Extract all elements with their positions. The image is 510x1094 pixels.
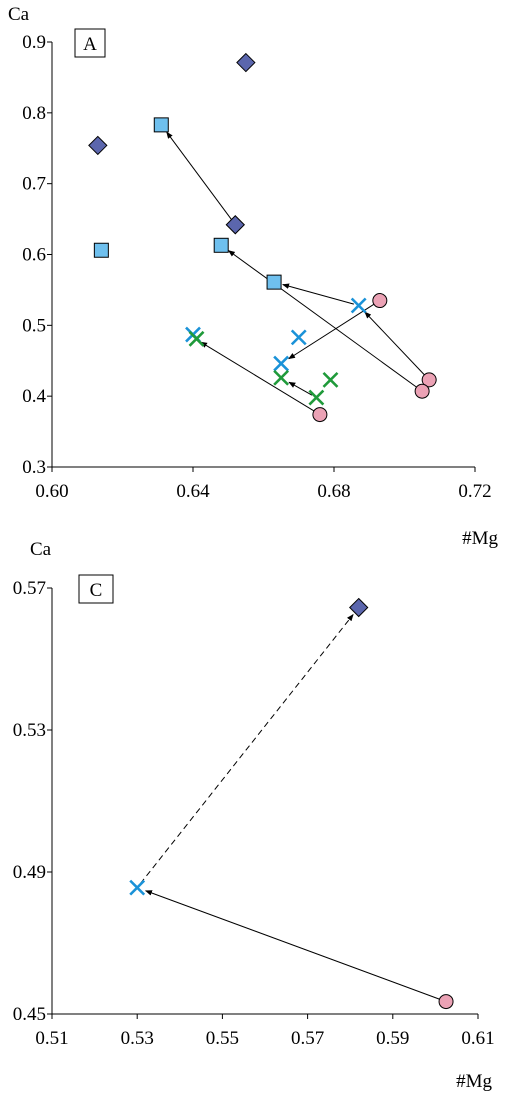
diamond-marker (349, 597, 369, 618)
arrow (288, 381, 313, 396)
arrows (166, 131, 427, 413)
x-axis-title: #Mg (456, 1071, 492, 1092)
circle-marker (421, 372, 437, 388)
circle-marker (312, 407, 328, 423)
diamond-marker (225, 215, 246, 235)
panel-a: Ca #Mg 0.3 0.4 0.5 0.6 0.7 0.8 0.9 0.60 0.64 0.68… (8, 4, 498, 549)
x-marker (290, 329, 307, 346)
x-marker (129, 879, 146, 896)
dashed-arrow (139, 614, 354, 885)
arrow (166, 131, 233, 222)
panel-label-text: A (83, 34, 97, 55)
x-marker (322, 371, 339, 388)
y-tick-label: 0.5 (22, 315, 46, 336)
x-marker (350, 297, 367, 314)
x-marker-stroke (290, 329, 307, 346)
square-marker (266, 274, 282, 290)
x-marker (188, 330, 205, 347)
x-tick-label: 0.60 (35, 481, 68, 502)
arrow (227, 250, 419, 389)
x-tick-label: 0.72 (458, 481, 491, 502)
x-tick-label: 0.64 (176, 481, 210, 502)
x-tick-label: 0.68 (317, 481, 350, 502)
panel-label-text: C (90, 580, 103, 601)
x-marker-stroke (322, 371, 339, 388)
x-tick-label: 0.55 (206, 1028, 239, 1049)
x-tick-label: 0.57 (291, 1028, 324, 1049)
x-tick-label: 0.51 (35, 1028, 68, 1049)
x-tick-label: 0.53 (121, 1028, 154, 1049)
y-tick-label: 0.6 (22, 245, 46, 266)
x-tick-label: 0.61 (461, 1028, 494, 1049)
x-marker (308, 389, 325, 406)
arrow (200, 341, 316, 413)
x-marker-stroke (273, 355, 290, 372)
square-marker (93, 242, 109, 258)
data-points (88, 52, 437, 423)
arrows (139, 614, 442, 1001)
circle-marker (414, 383, 430, 399)
panel-label: C (78, 574, 114, 604)
panel-label-box (74, 28, 106, 58)
y-tick-label: 0.49 (13, 862, 46, 883)
x-tick-label: 0.59 (376, 1028, 409, 1049)
y-tick-label: 0.57 (13, 578, 46, 599)
panel-c: Ca #Mg 0.450.490.530.570.51 0.53 0.55 0.57 0… (13, 539, 495, 1092)
arrow (282, 283, 354, 305)
circle-marker (438, 994, 454, 1010)
x-marker-stroke (188, 330, 205, 347)
y-tick-label: 0.7 (22, 174, 46, 195)
x-marker-stroke (273, 369, 290, 386)
panel-label: A (74, 28, 106, 58)
x-marker (273, 369, 290, 386)
x-marker-stroke (350, 297, 367, 314)
x-marker-stroke (129, 879, 146, 896)
square-marker (153, 117, 169, 133)
y-axis-title: Ca (30, 539, 52, 560)
arrow (288, 302, 376, 360)
y-tick-label: 0.9 (22, 32, 46, 53)
diamond-marker (88, 135, 108, 156)
y-tick-label: 0.53 (13, 720, 46, 741)
y-tick-label: 0.3 (22, 457, 46, 478)
x-marker (273, 355, 290, 372)
square-marker (213, 237, 229, 253)
circle-marker (372, 293, 388, 309)
arrow (144, 890, 442, 1001)
y-axis-title: Ca (8, 4, 30, 25)
y-tick-label: 0.8 (22, 103, 46, 124)
axes: 0.3 0.4 0.5 0.6 0.7 0.8 0.9 0.60 0.64 0.68 0.72 (22, 32, 491, 502)
axes: 0.45 0.49 0.53 0.57 0.51 0.53 0.55 0.57 0.59 0.61 (13, 578, 495, 1049)
data-points (129, 597, 454, 1010)
panel-label-box (78, 574, 114, 604)
x-axis-title: #Mg (462, 528, 498, 549)
x-marker-stroke (308, 389, 325, 406)
y-tick-label: 0.4 (22, 386, 46, 407)
diamond-marker (236, 52, 256, 73)
arrow (364, 311, 427, 377)
y-tick-label: 0.45 (13, 1004, 46, 1025)
